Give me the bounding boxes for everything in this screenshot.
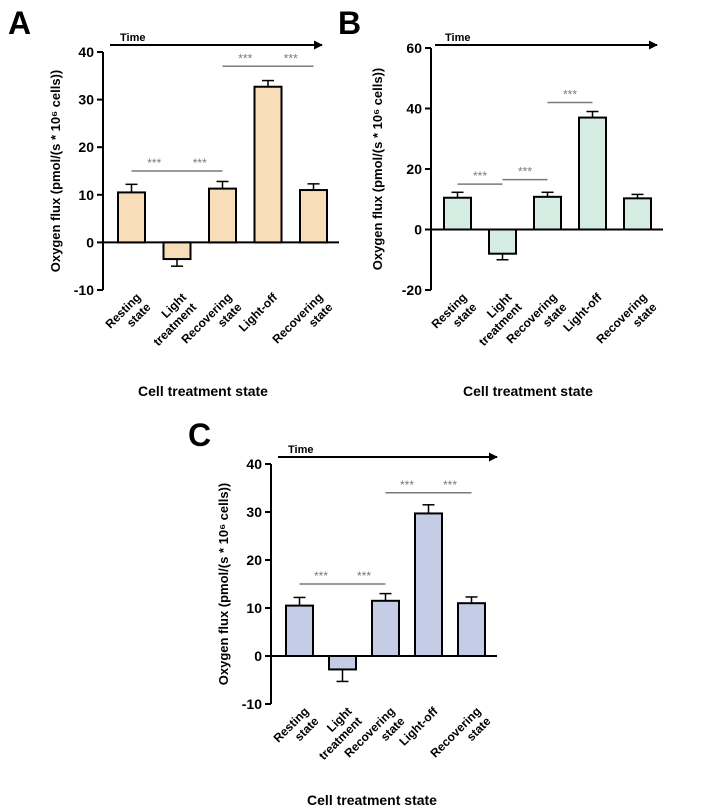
y-tick-label: 40 <box>246 456 262 472</box>
significance-label: *** <box>518 165 532 179</box>
bar <box>414 512 443 657</box>
y-tick-label: 10 <box>78 187 94 203</box>
y-tick-label: 0 <box>86 234 94 250</box>
y-tick-label: 20 <box>78 139 94 155</box>
bar <box>443 196 472 231</box>
bar <box>371 599 400 657</box>
y-tick-label: 40 <box>78 44 94 60</box>
panel-letter: C <box>188 417 211 453</box>
y-tick-label: 60 <box>406 40 422 56</box>
significance-label: *** <box>563 87 577 101</box>
y-tick-label: 10 <box>246 600 262 616</box>
bar <box>162 241 192 261</box>
category-label: Restingstate <box>103 290 154 341</box>
y-tick-label: 20 <box>406 161 422 177</box>
y-axis-label: Oxygen flux (pmol/(s * 10⁶ cells)) <box>216 483 231 685</box>
bar <box>328 655 357 671</box>
panel-letter: A <box>8 5 31 41</box>
bar <box>299 189 328 244</box>
chart-panel-b: B Time -20 0 20 40 60 Oxygen flux (pmol/(s * 10… <box>338 5 663 399</box>
y-tick-label: -10 <box>74 282 94 298</box>
y-tick-label: 30 <box>78 92 94 108</box>
significance-label: *** <box>238 51 252 65</box>
bar <box>488 228 517 255</box>
chart-panel-c: C Time -10 0 10 20 30 40 Oxygen flux (pmol/(s * … <box>188 417 498 808</box>
category-label: Light-off <box>236 290 281 335</box>
y-tick-label: -10 <box>242 696 262 712</box>
y-tick-label: 0 <box>414 222 422 238</box>
x-axis-label: Cell treatment state <box>463 383 593 399</box>
y-axis-label: Oxygen flux (pmol/(s * 10⁶ cells)) <box>48 70 63 272</box>
significance-label: *** <box>473 169 487 183</box>
significance-label: *** <box>147 156 161 170</box>
bar <box>285 604 314 657</box>
bar <box>117 191 146 244</box>
chart-panel-a: A Time -10 0 10 20 30 40 Oxygen flux (pmol/(s * … <box>8 5 339 399</box>
panel-letter: B <box>338 5 361 41</box>
y-tick-label: 40 <box>406 101 422 117</box>
bar <box>253 85 283 244</box>
bar <box>578 116 607 231</box>
y-tick-label: 30 <box>246 504 262 520</box>
bar <box>208 187 237 244</box>
time-arrow-label: Time <box>288 444 313 456</box>
x-axis-label: Cell treatment state <box>138 383 268 399</box>
bar <box>457 602 486 658</box>
significance-label: *** <box>443 478 457 492</box>
y-tick-label: 20 <box>246 552 262 568</box>
y-axis-label: Oxygen flux (pmol/(s * 10⁶ cells)) <box>370 68 385 270</box>
bar <box>623 197 652 231</box>
y-tick-label: 0 <box>254 648 262 664</box>
significance-label: *** <box>400 478 414 492</box>
significance-label: *** <box>193 156 207 170</box>
bar <box>533 195 562 231</box>
x-axis-label: Cell treatment state <box>307 792 437 808</box>
category-label: Restingstate <box>271 704 322 755</box>
y-tick-label: -20 <box>402 282 422 298</box>
significance-label: *** <box>284 51 298 65</box>
time-arrow-label: Time <box>445 32 470 44</box>
significance-label: *** <box>357 569 371 583</box>
category-label: Restingstate <box>429 290 480 341</box>
significance-label: *** <box>314 569 328 583</box>
time-arrow-label: Time <box>120 32 145 44</box>
